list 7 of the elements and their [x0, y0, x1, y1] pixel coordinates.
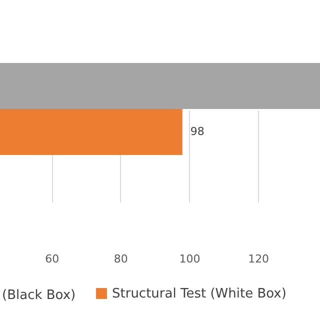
x-tick-label: 60	[45, 252, 60, 266]
text: (Black Box)	[2, 288, 76, 303]
x-tick-label: 100	[179, 252, 200, 266]
x-tick-label: 80	[114, 252, 128, 266]
x-tick-label: 120	[248, 252, 270, 266]
data-label: 98	[190, 125, 204, 138]
legend-label: Structural Test (White Box)	[112, 286, 286, 302]
